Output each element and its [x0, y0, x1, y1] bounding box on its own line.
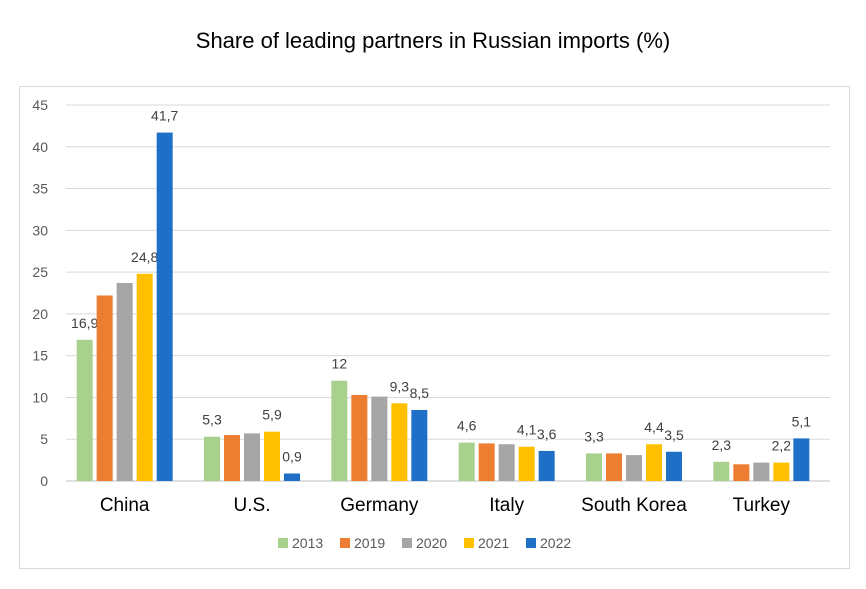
bar-2021-4 — [646, 444, 662, 481]
y-tick-label: 35 — [32, 181, 48, 197]
y-tick-label: 25 — [32, 264, 48, 280]
data-label: 41,7 — [151, 108, 178, 124]
data-label: 3,5 — [664, 427, 684, 443]
bar-2019-1 — [224, 435, 240, 481]
data-label: 4,6 — [457, 418, 477, 434]
bar-2020-5 — [753, 462, 770, 481]
bar-2021-2 — [391, 403, 408, 481]
y-tick-label: 40 — [32, 139, 48, 155]
bar-2019-0 — [96, 295, 113, 481]
data-label: 8,5 — [410, 385, 430, 401]
legend-label: 2013 — [292, 535, 323, 551]
y-tick-label: 15 — [32, 348, 48, 364]
legend-swatch-2013 — [278, 538, 288, 548]
data-label: 24,8 — [131, 249, 158, 265]
legend-label: 2022 — [540, 535, 571, 551]
bar-2013-0 — [76, 339, 93, 481]
bar-2013-3 — [458, 442, 475, 481]
data-label: 5,1 — [792, 413, 812, 429]
bar-2019-4 — [606, 453, 622, 481]
bar-2021-5 — [773, 462, 790, 481]
bar-2020-3 — [498, 444, 515, 481]
data-label: 5,9 — [262, 407, 282, 423]
bar-2020-4 — [626, 455, 642, 481]
data-label: 0,9 — [282, 448, 302, 464]
bar-2022-4 — [666, 451, 682, 481]
bar-2022-5 — [793, 438, 810, 481]
bar-2020-2 — [371, 396, 388, 481]
y-tick-label: 45 — [32, 97, 48, 113]
data-label: 2,2 — [772, 438, 792, 454]
data-label: 12 — [332, 356, 348, 372]
data-label: 9,3 — [390, 378, 410, 394]
bar-2022-1 — [284, 473, 300, 481]
data-label: 3,3 — [584, 428, 604, 444]
bar-2019-5 — [733, 464, 750, 481]
y-tick-label: 30 — [32, 222, 48, 238]
bar-2019-2 — [351, 394, 368, 481]
x-category-label: Turkey — [733, 495, 791, 516]
y-tick-label: 20 — [32, 306, 48, 322]
bar-2020-1 — [244, 433, 260, 481]
bar-2019-3 — [478, 443, 495, 481]
legend-swatch-2021 — [464, 538, 474, 548]
data-label: 2,3 — [712, 437, 732, 453]
legend-swatch-2020 — [402, 538, 412, 548]
legend-label: 2021 — [478, 535, 509, 551]
y-tick-label: 0 — [40, 473, 48, 489]
x-category-label: South Korea — [581, 495, 687, 516]
legend-label: 2020 — [416, 535, 447, 551]
bar-2021-0 — [136, 273, 153, 481]
legend-swatch-2019 — [340, 538, 350, 548]
bar-2022-3 — [538, 450, 555, 481]
y-tick-label: 10 — [32, 389, 48, 405]
bar-2022-2 — [411, 409, 428, 481]
bar-2013-5 — [713, 461, 730, 481]
bar-2013-4 — [586, 453, 602, 481]
x-category-label: China — [100, 495, 150, 516]
x-category-label: U.S. — [234, 495, 271, 516]
x-category-label: Italy — [489, 495, 524, 516]
bar-2021-1 — [264, 431, 280, 481]
bar-2021-3 — [518, 446, 535, 481]
data-label: 16,9 — [71, 315, 98, 331]
data-label: 4,4 — [644, 419, 664, 435]
bar-2013-2 — [331, 380, 348, 481]
data-label: 5,3 — [202, 412, 222, 428]
bar-2022-0 — [156, 132, 173, 481]
chart-title: Share of leading partners in Russian imp… — [195, 28, 671, 53]
legend-label: 2019 — [354, 535, 385, 551]
bar-2020-0 — [116, 282, 133, 481]
x-category-label: Germany — [340, 495, 419, 516]
data-label: 3,6 — [537, 426, 557, 442]
y-tick-label: 5 — [40, 431, 48, 447]
bar-2013-1 — [204, 436, 220, 481]
data-label: 4,1 — [517, 422, 537, 438]
legend-swatch-2022 — [526, 538, 536, 548]
